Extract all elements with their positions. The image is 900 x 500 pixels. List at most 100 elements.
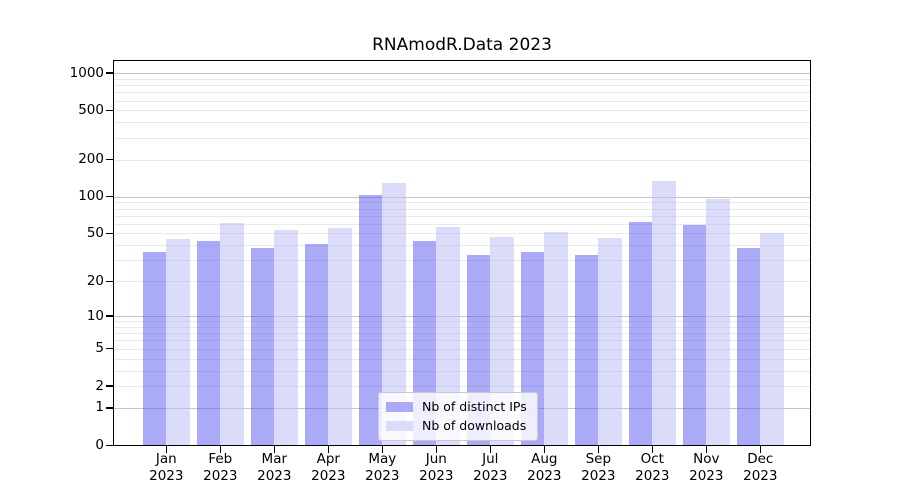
bar-distinct-ips-dec <box>736 247 761 446</box>
x-tick <box>327 446 329 453</box>
gridline-minor <box>113 85 811 87</box>
y-tick-label: 100 <box>78 188 104 205</box>
legend-label-distinct-ips: Nb of distinct IPs <box>422 399 527 414</box>
gridline-minor <box>113 321 811 323</box>
bar-distinct-ips-apr <box>304 243 329 446</box>
x-tick-label: May 2023 <box>365 451 400 484</box>
y-tick <box>105 109 114 112</box>
y-tick-label: 2 <box>95 377 104 394</box>
bar-downloads-aug <box>544 232 568 446</box>
bar-distinct-ips-mar <box>250 247 275 446</box>
y-tick-label: 0 <box>95 436 104 453</box>
gridline-minor <box>113 326 811 328</box>
chart-title: RNAmodR.Data 2023 <box>372 35 552 55</box>
gridline-minor <box>113 202 811 204</box>
y-tick-label: 200 <box>78 151 104 168</box>
x-tick-label: Jan 2023 <box>149 451 184 484</box>
bar-distinct-ips-nov <box>682 224 707 446</box>
gridline-major <box>113 316 811 318</box>
x-tick <box>489 446 491 453</box>
y-tick-label: 50 <box>86 224 104 241</box>
gridline-minor <box>113 245 811 247</box>
x-tick-label: Nov 2023 <box>689 451 724 484</box>
gridline-minor <box>113 215 811 217</box>
y-tick <box>105 385 114 387</box>
gridline-minor <box>113 137 811 139</box>
bar-downloads-sep <box>598 237 622 446</box>
bar-distinct-ips-feb <box>196 241 221 446</box>
x-tick <box>381 446 383 453</box>
x-tick <box>759 446 761 453</box>
x-tick-label: Mar 2023 <box>257 451 292 484</box>
x-tick <box>273 446 275 453</box>
x-tick-label: Feb 2023 <box>203 451 238 484</box>
bar-downloads-mar <box>274 230 298 446</box>
gridline-minor <box>113 348 811 350</box>
y-tick-label: 20 <box>86 272 104 289</box>
bar-downloads-apr <box>328 228 352 446</box>
bar-downloads-feb <box>220 222 244 446</box>
x-tick-label: Apr 2023 <box>311 451 346 484</box>
y-tick-label: 5 <box>95 340 104 357</box>
bar-downloads-jan <box>166 239 190 446</box>
y-tick <box>105 232 114 235</box>
gridline-minor <box>113 159 811 161</box>
gridline-minor <box>113 92 811 94</box>
gridline-minor <box>113 260 811 262</box>
y-tick <box>105 72 114 74</box>
gridline-minor <box>113 223 811 225</box>
y-tick <box>105 315 114 317</box>
gridline-minor <box>113 281 811 283</box>
gridline-minor <box>113 358 811 360</box>
x-tick-label: Jun 2023 <box>419 451 454 484</box>
gridline-minor <box>113 78 811 80</box>
x-tick <box>597 446 599 453</box>
gridline-minor <box>113 100 811 102</box>
x-tick <box>219 446 221 453</box>
x-tick-label: Sep 2023 <box>581 451 616 484</box>
y-tick-label: 500 <box>78 101 104 118</box>
legend-swatch-distinct-ips <box>386 401 413 412</box>
gridline-minor <box>113 110 811 112</box>
legend-swatch-downloads <box>386 420 413 431</box>
x-tick-label: Jul 2023 <box>473 451 508 484</box>
bar-distinct-ips-oct <box>628 222 653 446</box>
bar-downloads-dec <box>760 233 784 446</box>
x-tick <box>435 446 437 453</box>
y-tick <box>105 407 114 409</box>
bar-downloads-may <box>382 183 406 446</box>
x-tick <box>705 446 707 453</box>
bar-downloads-nov <box>706 199 730 446</box>
legend: Nb of distinct IPs Nb of downloads <box>378 392 538 441</box>
gridline-minor <box>113 233 811 235</box>
x-tick-label: Dec 2023 <box>743 451 778 484</box>
x-tick <box>651 446 653 453</box>
y-tick <box>105 348 114 350</box>
gridline-major <box>113 73 811 75</box>
y-tick <box>105 280 114 282</box>
x-tick <box>543 446 545 453</box>
y-tick-label: 1000 <box>69 64 104 81</box>
x-tick <box>165 446 167 453</box>
gridline-minor <box>113 333 811 335</box>
x-tick-label: Oct 2023 <box>635 451 670 484</box>
bar-distinct-ips-jan <box>142 252 167 446</box>
bar-distinct-ips-sep <box>574 255 599 446</box>
bar-downloads-oct <box>652 180 676 446</box>
y-tick <box>105 195 114 198</box>
x-tick-label: Aug 2023 <box>527 451 562 484</box>
bar-distinct-ips-may <box>358 194 383 446</box>
y-tick <box>105 444 114 446</box>
gridline-minor <box>113 340 811 342</box>
legend-item-distinct-ips: Nb of distinct IPs <box>386 399 527 414</box>
legend-label-downloads: Nb of downloads <box>422 418 527 433</box>
gridline-major <box>113 196 811 198</box>
gridline-minor <box>113 370 811 372</box>
gridline-minor <box>113 208 811 210</box>
bar-downloads-jun <box>436 226 460 446</box>
y-tick <box>105 158 114 161</box>
gridline-minor <box>113 386 811 388</box>
legend-item-downloads: Nb of downloads <box>386 418 527 433</box>
